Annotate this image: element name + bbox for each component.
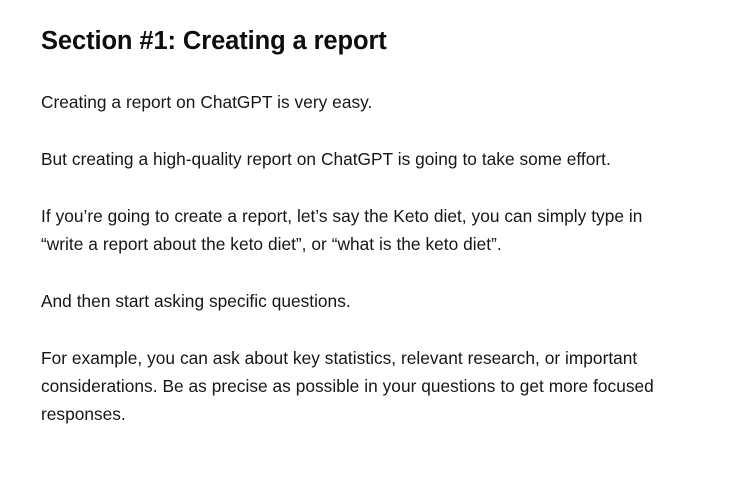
paragraph-keto-example: If you’re going to create a report, let’… (41, 206, 643, 254)
paragraph-intro: Creating a report on ChatGPT is very eas… (41, 92, 373, 112)
paragraph-ask-questions: And then start asking specific questions… (41, 291, 351, 311)
paragraph-effort: But creating a high-quality report on Ch… (41, 149, 611, 169)
page-title: Section #1: Creating a report (41, 27, 387, 55)
paragraph-be-precise: For example, you can ask about key stati… (41, 348, 654, 424)
document-body: Section #1: Creating a report Creating a… (41, 24, 669, 428)
